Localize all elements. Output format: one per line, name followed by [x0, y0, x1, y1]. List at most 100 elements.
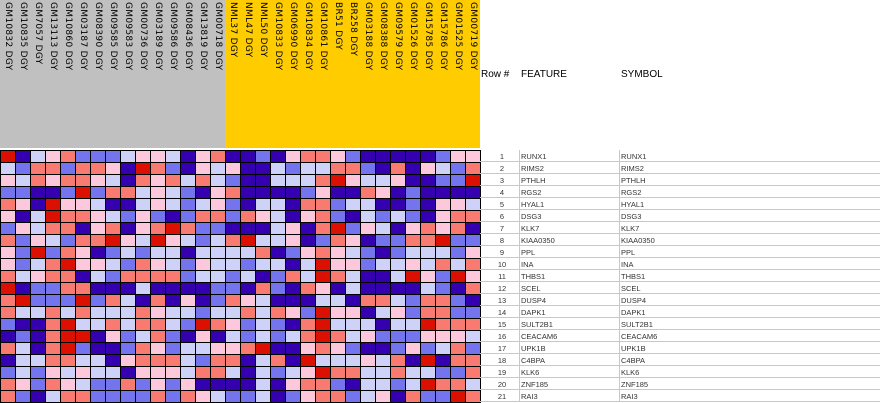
column-header: GM09586 DGY [165, 0, 180, 148]
symbol-cell: ZNF185 [621, 380, 649, 389]
row-number: 7 [499, 224, 505, 233]
header-symbol: SYMBOL [621, 69, 663, 80]
column-label: GM13113 DGY [48, 2, 58, 71]
feature-cell: PTHLH [521, 176, 546, 185]
symbol-cell: KIAA0350 [621, 236, 655, 245]
column-label: GM09586 DGY [168, 2, 178, 71]
heatmap-cell [465, 390, 481, 403]
row-number: 10 [497, 260, 507, 269]
heatmap-cell [165, 390, 181, 403]
column-label: GM00718 DGY [213, 2, 223, 71]
row-number: 11 [498, 272, 506, 281]
column-header: NML37 DGY [225, 0, 240, 148]
feature-cell: UPK1B [521, 344, 546, 353]
heatmap-cell [345, 390, 361, 403]
column-header: GM03189 DGY [150, 0, 165, 148]
heatmap-cell [90, 390, 106, 403]
feature-cell: KLK7 [521, 224, 540, 233]
heatmap-cell [435, 390, 451, 403]
table-row: 6 DSG3 DSG3 [480, 210, 880, 222]
column-label: GM10861 DGY [318, 2, 328, 71]
symbol-cell: DUSP4 [621, 296, 647, 305]
heatmap-cell [375, 390, 391, 403]
heatmap-cell [390, 390, 406, 403]
row-number: 20 [497, 380, 507, 389]
heatmap-cell [30, 390, 46, 403]
table-row: 9 PPL PPL [480, 246, 880, 258]
heatmap-cell [135, 390, 151, 403]
row-number: 8 [499, 236, 505, 245]
column-header: GM7057 DGY [30, 0, 45, 148]
feature-cell: SULT2B1 [521, 320, 553, 329]
symbol-cell: CEACAM6 [621, 332, 658, 341]
heatmap-cell [405, 390, 421, 403]
column-header: GM08436 DGY [180, 0, 195, 148]
heatmap-cell [180, 390, 196, 403]
column-label: GM10833 DGY [273, 2, 283, 71]
heatmap-cell [300, 390, 316, 403]
column-header: GM15785 DGY [420, 0, 435, 148]
row-number: 6 [499, 212, 505, 221]
row-number: 17 [497, 344, 507, 353]
column-label: GM10834 DGY [303, 2, 313, 71]
heatmap-cell [225, 390, 241, 403]
table-row: 5 HYAL1 HYAL1 [480, 198, 880, 210]
table-row: 3 PTHLH PTHLH [480, 174, 880, 186]
feature-cell: DUSP4 [521, 296, 547, 305]
feature-cell: INA [521, 260, 534, 269]
row-number: 5 [499, 200, 505, 209]
symbol-cell: RGS2 [621, 188, 642, 197]
symbol-cell: RUNX1 [621, 152, 647, 161]
row-number: 13 [497, 296, 507, 305]
heatmap-cell [15, 390, 31, 403]
feature-cell: HYAL1 [521, 200, 545, 209]
column-label: NML50 DGY [258, 2, 268, 58]
feature-cell: DAPK1 [521, 308, 546, 317]
column-header: GM06990 DGY [285, 0, 300, 148]
heatmap-cell [330, 390, 346, 403]
column-label: GM10835 DGY [18, 2, 28, 71]
column-header: NML50 DGY [255, 0, 270, 148]
heatmap-cell [150, 390, 166, 403]
column-label: NML37 DGY [228, 2, 238, 58]
heatmap-cell [60, 390, 76, 403]
column-label: GM03189 DGY [153, 2, 163, 71]
row-number: 15 [497, 320, 507, 329]
column-label: GM01525 DGY [453, 2, 463, 71]
table-divider [519, 150, 520, 402]
row-number: 14 [497, 308, 507, 317]
symbol-cell: INA [621, 260, 634, 269]
column-header: GM09585 DGY [105, 0, 120, 148]
symbol-cell: RAI3 [621, 392, 638, 401]
heatmap-cell [255, 390, 271, 403]
feature-cell: CEACAM6 [521, 332, 558, 341]
table-row: 8 KIAA0350 KIAA0350 [480, 234, 880, 246]
table-row: 21 RAI3 RAI3 [480, 390, 880, 402]
table-row: 4 RGS2 RGS2 [480, 186, 880, 198]
table-row: 13 DUSP4 DUSP4 [480, 294, 880, 306]
feature-cell: KIAA0350 [521, 236, 555, 245]
symbol-cell: THBS1 [621, 272, 646, 281]
feature-cell: KLK6 [521, 368, 540, 377]
feature-cell: RGS2 [521, 188, 542, 197]
heatmap-cell [45, 390, 61, 403]
column-label: GM15786 DGY [438, 2, 448, 71]
column-header: GM10835 DGY [15, 0, 30, 148]
symbol-cell: SCEL [621, 284, 641, 293]
column-label: GM10860 DGY [63, 2, 73, 71]
heatmap-cell [270, 390, 286, 403]
column-label: GM00736 DGY [138, 2, 148, 71]
column-label: BR258 DGY [348, 2, 358, 57]
header-feature: FEATURE [521, 69, 567, 80]
column-header: BR51 DGY [330, 0, 345, 148]
column-header: GM08390 DGY [90, 0, 105, 148]
symbol-cell: KLK6 [621, 368, 640, 377]
table-row: 15 SULT2B1 SULT2B1 [480, 318, 880, 330]
symbol-cell: DSG3 [621, 212, 642, 221]
heatmap-cell [210, 390, 226, 403]
symbol-cell: PTHLH [621, 176, 646, 185]
table-row: 14 DAPK1 DAPK1 [480, 306, 880, 318]
symbol-cell: HYAL1 [621, 200, 645, 209]
row-number: 4 [499, 188, 505, 197]
column-label: BR51 DGY [333, 2, 343, 51]
